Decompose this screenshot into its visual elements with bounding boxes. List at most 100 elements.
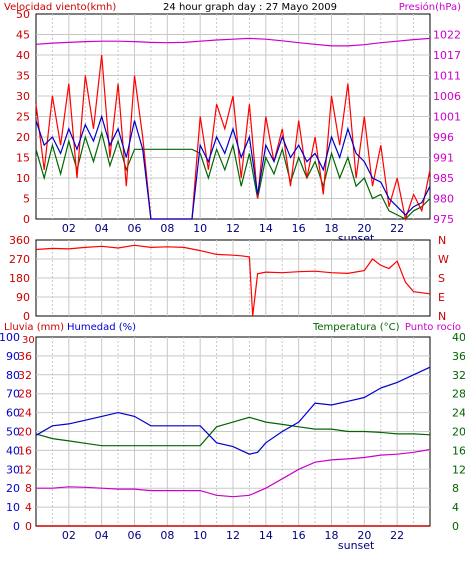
- pressure-line: [35, 37, 431, 47]
- compass-point-label: N: [438, 234, 446, 247]
- pressure-tick-label: 975: [433, 213, 454, 226]
- temperature-line: [35, 416, 431, 447]
- pressure-tick-label: 1017: [433, 49, 461, 62]
- pressure-tick-label: 980: [433, 193, 454, 206]
- humidity-tick-label: 60: [6, 407, 20, 420]
- wind-speed-line: [35, 114, 431, 220]
- rain-tick-label: 36: [18, 350, 32, 363]
- direction-tick-label: 360: [9, 234, 30, 247]
- temperature-tick-label: 28: [452, 388, 465, 401]
- rain-tick-label: 4: [25, 501, 32, 514]
- wind-gust-line: [35, 54, 431, 222]
- temperature-tick-label: 24: [452, 407, 465, 420]
- temperature-tick-label: 32: [452, 369, 465, 382]
- thermo-x-tick-label: 04: [95, 529, 109, 542]
- wind-x-tick-label: 04: [95, 222, 109, 235]
- wind-x-tick-label: 08: [160, 222, 174, 235]
- thermo-x-tick-label: 22: [390, 529, 404, 542]
- pressure-tick-label: 996: [433, 131, 454, 144]
- humidity-tick-label: 20: [6, 482, 20, 495]
- wind-x-tick-label: 06: [128, 222, 142, 235]
- wind-speed-tick-label: 10: [16, 172, 30, 185]
- wind-speed-tick-label: 40: [16, 49, 30, 62]
- temperature-tick-label: 16: [452, 444, 465, 457]
- humidity-tick-label: 80: [6, 369, 20, 382]
- dewpoint-line: [36, 448, 431, 498]
- humidity-tick-label: 30: [6, 463, 20, 476]
- temperature-tick-label: 0: [452, 520, 459, 533]
- wind-direction-line: [35, 244, 431, 317]
- wind-x-tick-label: 18: [325, 222, 339, 235]
- wind-speed-tick-label: 0: [23, 213, 30, 226]
- thermo-x-tick-label: 10: [193, 529, 207, 542]
- wind-speed-tick-label: 15: [16, 152, 30, 165]
- temperature-tick-label: 8: [452, 482, 459, 495]
- compass-point-label: S: [438, 272, 445, 285]
- wind-x-tick-label: 20: [357, 222, 371, 235]
- rain-tick-label: 8: [25, 482, 32, 495]
- thermo-x-tick-label: 18: [325, 529, 339, 542]
- compass-point-label: N: [438, 310, 446, 323]
- pressure-tick-label: 1011: [433, 70, 461, 83]
- rain-tick-label: 12: [18, 463, 32, 476]
- pressure-tick-label: 985: [433, 172, 454, 185]
- wind-speed-tick-label: 50: [16, 8, 30, 21]
- wind-x-tick-label: 10: [193, 222, 207, 235]
- wind-x-tick-label: 02: [62, 222, 76, 235]
- thermo-x-tick-label: 12: [226, 529, 240, 542]
- direction-tick-label: 270: [9, 253, 30, 266]
- humidity-tick-label: 10: [6, 501, 20, 514]
- temperature-tick-label: 36: [452, 350, 465, 363]
- pressure-tick-label: 991: [433, 152, 454, 165]
- temperature-axis-label: Temperatura (°C): [312, 322, 400, 333]
- dewpoint-axis-label: Punto rocío: [405, 321, 461, 333]
- temperature-tick-label: 12: [452, 463, 465, 476]
- humidity-axis-label: Humedad (%): [67, 322, 136, 333]
- rain-tick-label: 16: [18, 444, 32, 457]
- wind-x-tick-label: 14: [259, 222, 273, 235]
- rain-axis-label: Lluvia (mm): [4, 322, 64, 333]
- humidity-tick-label: 90: [6, 350, 20, 363]
- direction-tick-label: 180: [9, 272, 30, 285]
- thermo-x-tick-label: 16: [292, 529, 306, 542]
- wind-speed-tick-label: 20: [16, 131, 30, 144]
- wind-speed-tick-label: 45: [16, 29, 30, 42]
- compass-point-label: E: [438, 291, 445, 304]
- wind-x-tick-label: 16: [292, 222, 306, 235]
- rain-tick-label: 0: [25, 520, 32, 533]
- humidity-tick-label: 0: [13, 520, 20, 533]
- humidity-tick-label: 40: [6, 444, 20, 457]
- rain-tick-label: 20: [18, 426, 32, 439]
- temperature-tick-label: 4: [452, 501, 459, 514]
- wind-speed-tick-label: 35: [16, 70, 30, 83]
- thermo-x-tick-label: 02: [62, 529, 76, 542]
- pressure-tick-label: 1006: [433, 90, 461, 103]
- direction-tick-label: 0: [23, 310, 30, 323]
- humidity-tick-label: 70: [6, 388, 20, 401]
- wind-speed-tick-label: 30: [16, 90, 30, 103]
- rain-axis-top-tick: 30: [22, 335, 35, 346]
- humidity-line: [35, 366, 431, 455]
- chart-title: 24 hour graph day : 27 Mayo 2009: [163, 2, 337, 13]
- wind-speed-axis-label: Velocidad viento(kmh): [4, 2, 116, 13]
- humidity-tick-label: 50: [6, 426, 20, 439]
- direction-tick-label: 90: [16, 291, 30, 304]
- wind-x-tick-label: 22: [390, 222, 404, 235]
- rain-tick-label: 32: [18, 369, 32, 382]
- wind-direction-mean-line: [35, 130, 431, 220]
- humidity-tick-label: 100: [0, 331, 20, 344]
- temperature-tick-label: 20: [452, 426, 465, 439]
- wind-speed-tick-label: 5: [23, 193, 30, 206]
- pressure-tick-label: 1022: [433, 29, 461, 42]
- pressure-axis-label: Presión(hPa): [399, 1, 461, 13]
- rain-tick-label: 28: [18, 388, 32, 401]
- wind-speed-tick-label: 25: [16, 111, 30, 124]
- thermo-x-tick-label: 14: [259, 529, 273, 542]
- sunset-label: sunset: [338, 539, 375, 552]
- thermo-x-tick-label: 20: [357, 529, 371, 542]
- thermo-x-tick-label: 06: [128, 529, 142, 542]
- compass-point-label: W: [438, 253, 449, 266]
- wind-x-tick-label: 12: [226, 222, 240, 235]
